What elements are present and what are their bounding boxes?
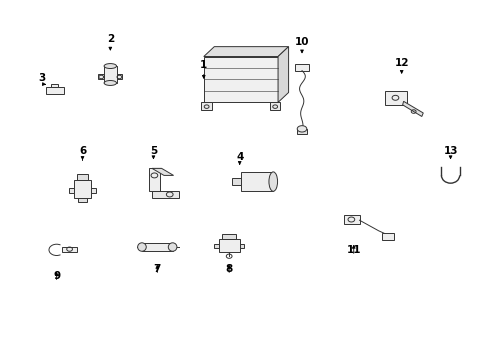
Ellipse shape xyxy=(137,243,146,251)
Text: 3: 3 xyxy=(39,73,46,83)
Polygon shape xyxy=(51,84,58,87)
Polygon shape xyxy=(77,174,88,180)
Polygon shape xyxy=(203,57,278,102)
Polygon shape xyxy=(74,180,91,198)
Text: 6: 6 xyxy=(79,146,86,156)
Ellipse shape xyxy=(104,81,116,85)
Polygon shape xyxy=(69,188,74,193)
Ellipse shape xyxy=(268,172,277,191)
Text: 1: 1 xyxy=(200,60,207,70)
Polygon shape xyxy=(203,47,288,57)
Polygon shape xyxy=(45,87,64,94)
Ellipse shape xyxy=(104,64,116,68)
Polygon shape xyxy=(278,47,288,102)
Polygon shape xyxy=(213,243,218,248)
Polygon shape xyxy=(344,215,359,224)
Polygon shape xyxy=(384,91,407,105)
Text: 8: 8 xyxy=(225,264,232,274)
Polygon shape xyxy=(91,188,96,193)
Polygon shape xyxy=(152,168,173,175)
Polygon shape xyxy=(201,102,211,110)
Text: 2: 2 xyxy=(106,34,114,44)
Polygon shape xyxy=(142,243,172,251)
Polygon shape xyxy=(240,172,273,191)
Polygon shape xyxy=(218,239,239,252)
Polygon shape xyxy=(222,234,235,239)
Polygon shape xyxy=(98,74,104,80)
Polygon shape xyxy=(297,129,306,134)
Polygon shape xyxy=(239,243,244,248)
Polygon shape xyxy=(232,178,240,185)
Text: 9: 9 xyxy=(53,271,60,281)
Polygon shape xyxy=(104,66,116,83)
Ellipse shape xyxy=(297,126,306,132)
Polygon shape xyxy=(148,168,160,191)
Ellipse shape xyxy=(168,243,177,251)
Polygon shape xyxy=(269,102,280,110)
Text: 10: 10 xyxy=(294,37,308,48)
Polygon shape xyxy=(78,198,87,202)
Text: 7: 7 xyxy=(153,264,161,274)
Polygon shape xyxy=(116,74,122,80)
Text: 4: 4 xyxy=(236,152,243,162)
Polygon shape xyxy=(62,247,77,252)
Text: 12: 12 xyxy=(394,58,408,68)
Text: 5: 5 xyxy=(149,146,157,156)
Polygon shape xyxy=(381,233,394,240)
Text: 11: 11 xyxy=(346,245,360,255)
Polygon shape xyxy=(152,191,179,198)
Text: 13: 13 xyxy=(443,146,457,156)
Polygon shape xyxy=(402,101,423,117)
Polygon shape xyxy=(295,64,308,71)
